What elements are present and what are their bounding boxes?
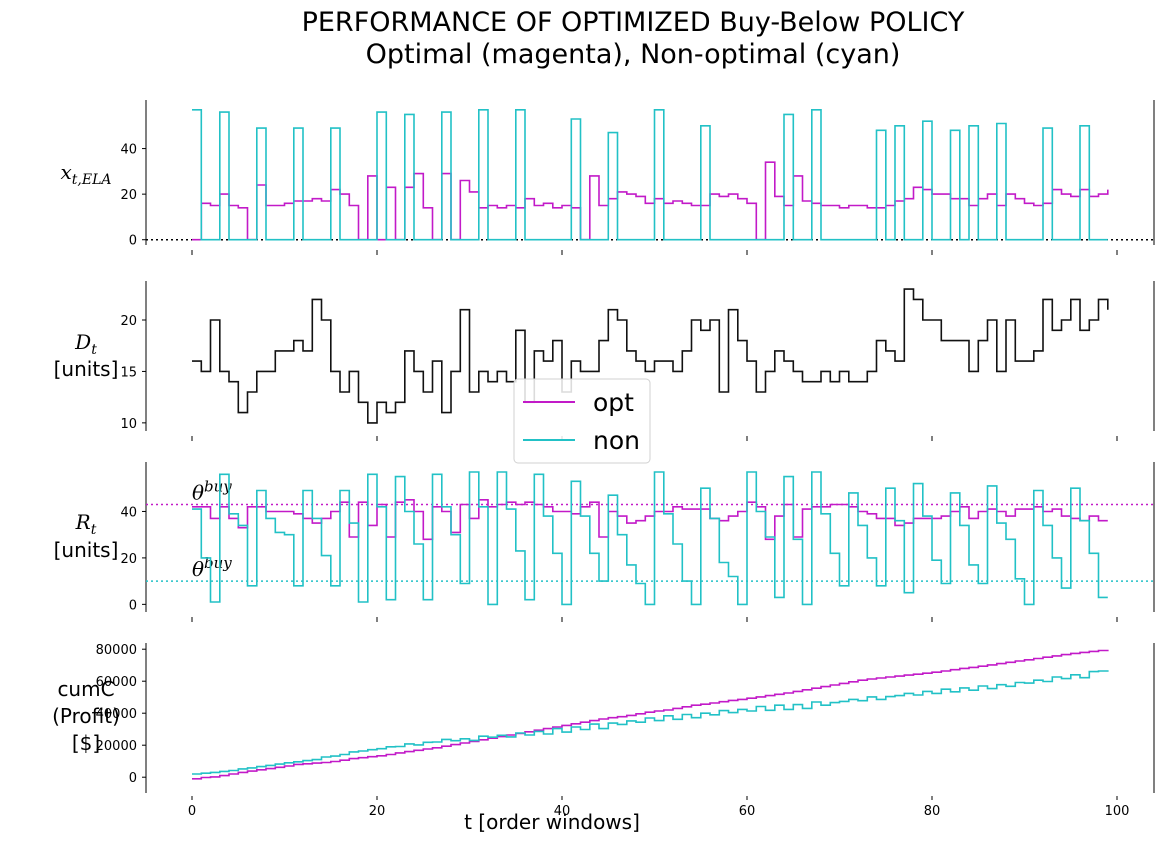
legend-label-non: non [593, 426, 640, 455]
y-label-R-2: [units] [54, 538, 119, 562]
y-tick-label: 60000 [96, 675, 137, 690]
legend-label-opt: opt [593, 388, 634, 417]
y-label-x-1: xt,ELA [61, 160, 112, 188]
y-tick-label: 15 [120, 365, 137, 380]
series-non-R [192, 471, 1108, 606]
panel-inventory: 0 20 40 θbuy θbuy [120, 462, 1155, 622]
series-non-cumC [192, 670, 1109, 775]
y-label-D-2: [units] [54, 357, 119, 381]
y-tick-label: 0 [129, 771, 137, 786]
chart-title: PERFORMANCE OF OPTIMIZED Buy-Below POLIC… [302, 7, 965, 38]
y-tick-label: 0 [129, 234, 137, 249]
x-axis-ticks: 0 20 40 60 80 100 [188, 796, 1130, 819]
x-axis-label: t [order windows] [464, 810, 640, 834]
chart-subtitle: Optimal (magenta), Non-optimal (cyan) [366, 39, 901, 70]
y-tick-label: 20 [120, 188, 137, 203]
y-tick-label: 20000 [96, 739, 137, 754]
y-label-cumC-3: [$] [72, 731, 100, 755]
x-tick-label: 100 [1105, 804, 1130, 819]
x-tick-label: 80 [924, 804, 941, 819]
x-tick-label: 0 [188, 804, 196, 819]
panel-demand: 10 15 20 [120, 281, 1155, 441]
y-label-D-1: Dt [74, 330, 97, 358]
y-label-cumC-2: (Profit) [52, 704, 120, 728]
x-tick-label: 60 [739, 804, 756, 819]
threshold-label-non: θbuy [192, 554, 232, 581]
series-opt-R [192, 499, 1108, 541]
legend: opt non [513, 378, 651, 464]
y-tick-label: 20 [120, 314, 137, 329]
y-tick-label: 10 [120, 417, 137, 432]
y-label-R-1: Rt [75, 510, 97, 538]
series-non-x [192, 109, 1108, 241]
threshold-label-opt: θbuy [192, 477, 232, 504]
y-tick-label: 40 [120, 505, 137, 520]
y-tick-label: 80000 [96, 643, 137, 658]
x-tick-label: 20 [369, 804, 386, 819]
series-opt-cumC [192, 649, 1109, 780]
y-tick-label: 40 [120, 143, 137, 158]
panel-x: 0 20 40 [120, 100, 1155, 255]
y-label-cumC-1: cumC [57, 677, 114, 701]
y-tick-label: 20 [120, 552, 137, 567]
series-opt-x [192, 161, 1109, 241]
x-tick-label: 40 [554, 804, 571, 819]
y-tick-label: 40000 [96, 707, 137, 722]
y-tick-label: 0 [129, 598, 137, 613]
panel-cumulative-profit: 0 20000 40000 60000 80000 [96, 643, 1155, 793]
series-D-D [192, 288, 1109, 424]
legend-box [513, 378, 651, 464]
